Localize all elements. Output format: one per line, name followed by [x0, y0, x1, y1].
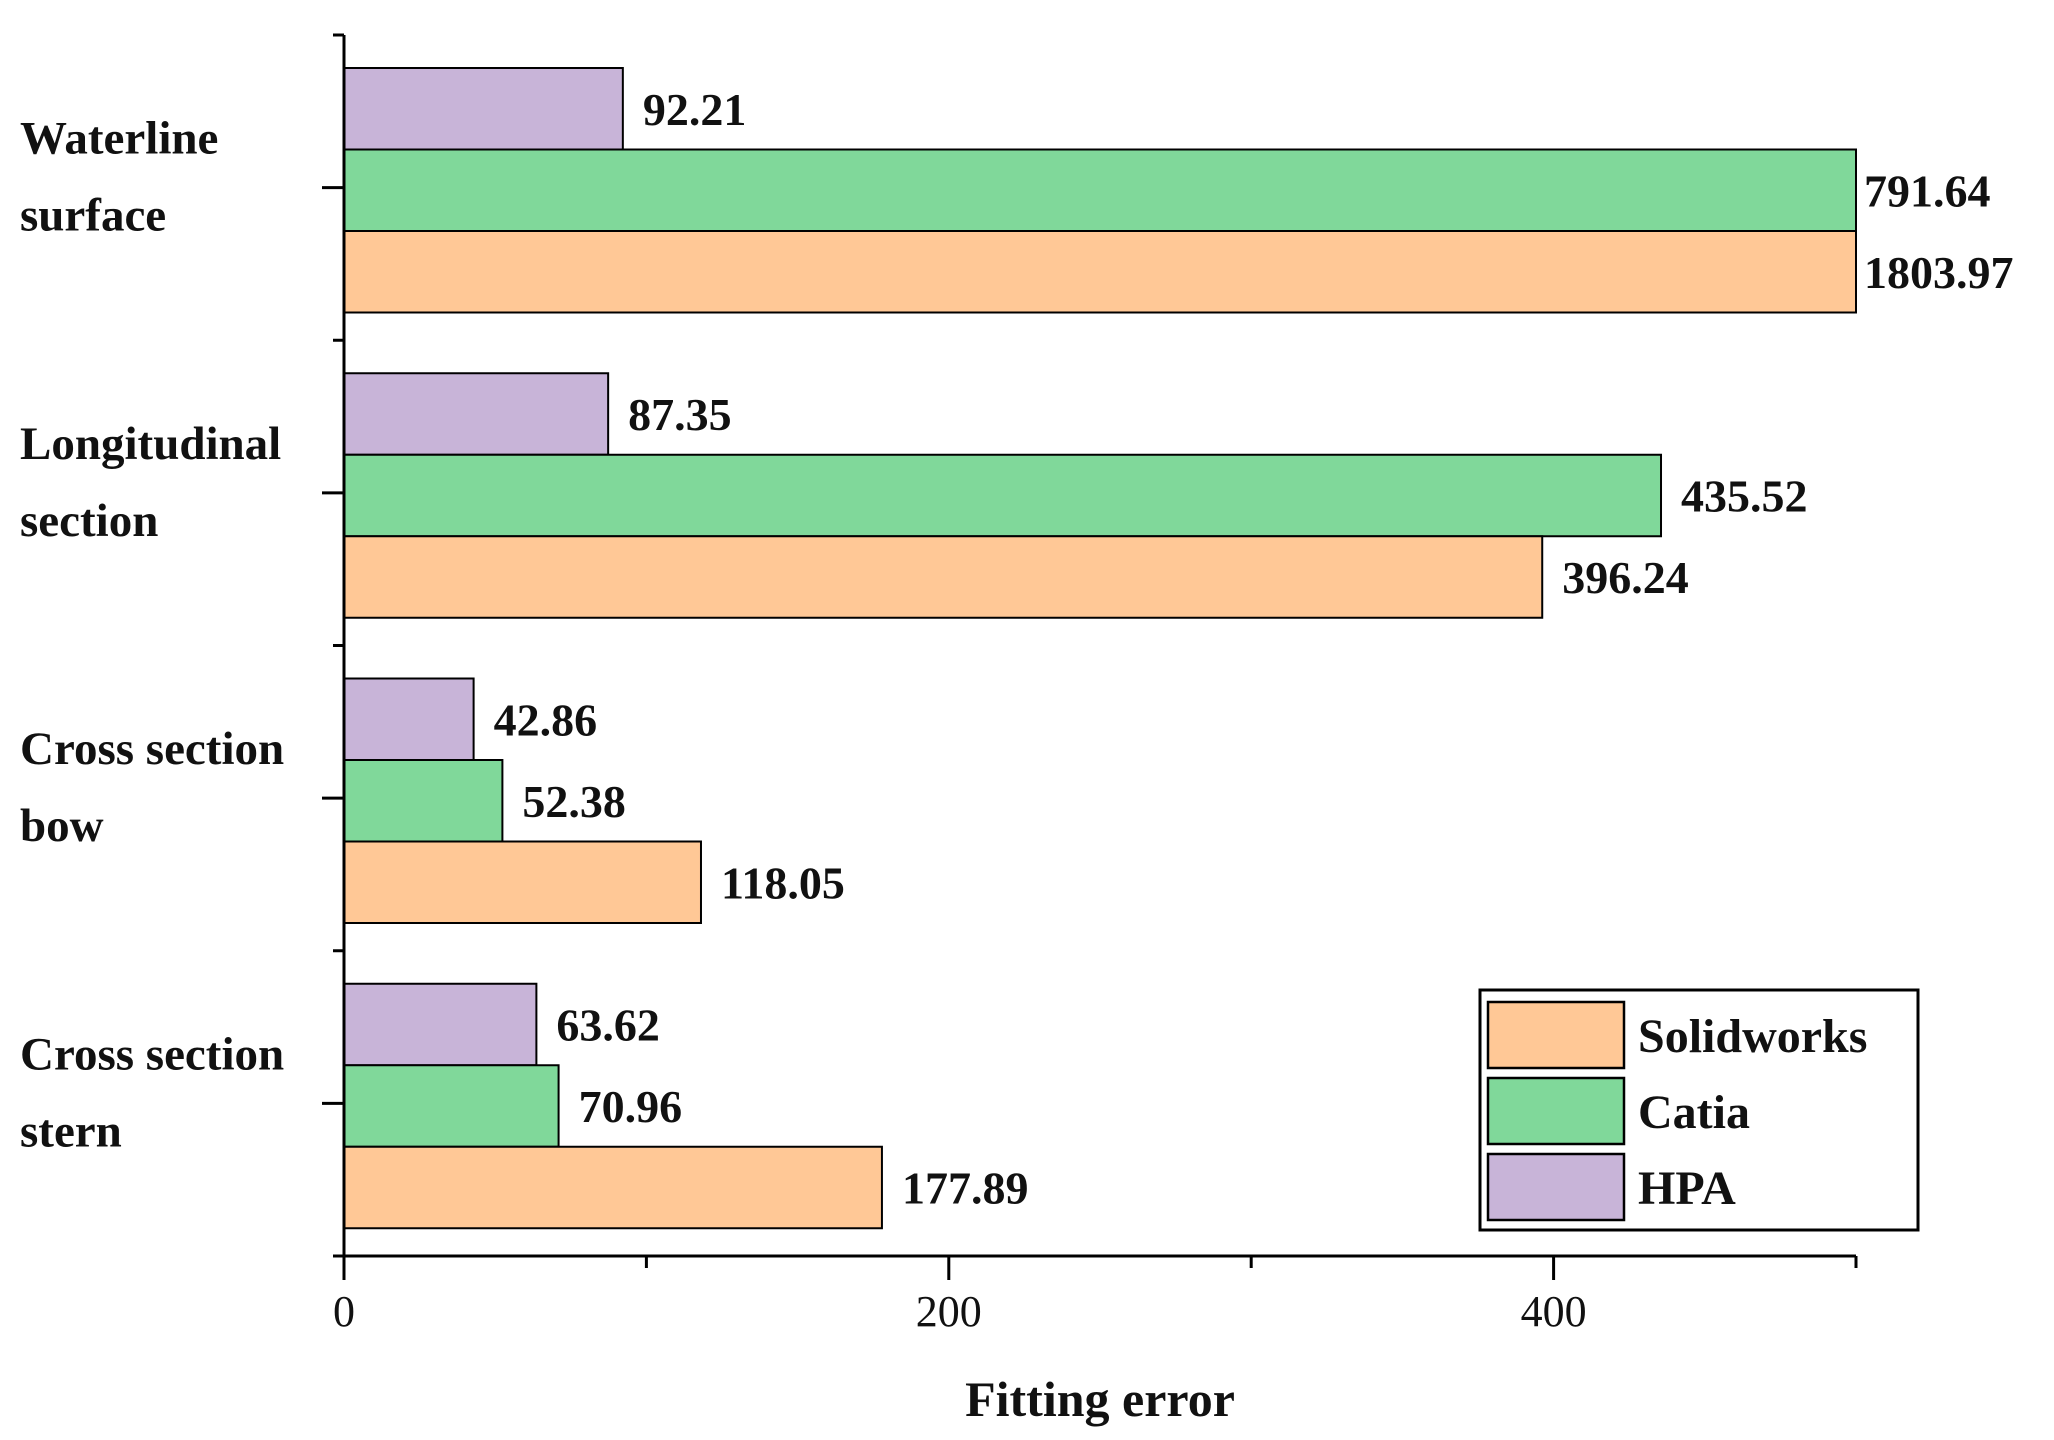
bar-solidworks-waterline-surface	[343, 230, 1857, 314]
value-label-solidworks-cross-section-stern: 177.89	[902, 1163, 1029, 1214]
value-label-catia-longitudinal-section: 435.52	[1681, 471, 1808, 522]
bar-catia-waterline-surface	[343, 148, 1857, 232]
bar-catia-cross-section-bow	[343, 759, 504, 843]
category-label-cross-section-bow-line-2: bow	[20, 800, 104, 852]
legend-label-solidworks: Solidworks	[1638, 1010, 1867, 1063]
category-label-cross-section-bow-line-1: Cross section	[20, 723, 284, 775]
legend-label-hpa: HPA	[1638, 1162, 1736, 1215]
legend-swatch-solidworks	[1486, 1000, 1626, 1070]
bar-solidworks-cross-section-bow	[343, 840, 702, 924]
value-label-catia-cross-section-stern: 70.96	[579, 1081, 683, 1132]
value-label-hpa-waterline-surface: 92.21	[643, 84, 747, 135]
x-axis-title: Fitting error	[965, 1371, 1235, 1427]
bar-hpa-cross-section-bow	[343, 677, 475, 761]
bar-catia-longitudinal-section	[343, 453, 1663, 538]
x-tick-label-0: 0	[333, 1287, 355, 1336]
category-label-longitudinal-section-line-2: section	[20, 495, 158, 547]
bar-hpa-cross-section-stern	[343, 982, 538, 1067]
category-label-cross-section-stern-line-2: stern	[20, 1105, 122, 1157]
legend-swatch-hpa	[1486, 1152, 1626, 1222]
category-label-waterline-surface-line-1: Waterline	[20, 113, 218, 165]
x-tick-label-200: 200	[916, 1287, 982, 1336]
bar-solidworks-cross-section-stern	[343, 1145, 883, 1230]
value-label-solidworks-longitudinal-section: 396.24	[1562, 552, 1689, 603]
value-label-catia-waterline-surface: 791.64	[1864, 165, 1991, 216]
category-label-longitudinal-section-line-1: Longitudinal	[20, 418, 281, 470]
value-label-catia-cross-section-bow: 52.38	[522, 776, 626, 827]
bar-catia-cross-section-stern	[343, 1064, 560, 1148]
value-label-solidworks-waterline-surface: 1803.97	[1864, 247, 2014, 298]
value-label-solidworks-cross-section-bow: 118.05	[721, 857, 845, 908]
bar-hpa-longitudinal-section	[343, 372, 610, 456]
bar-hpa-waterline-surface	[343, 67, 624, 151]
x-tick-label-400: 400	[1521, 1287, 1587, 1336]
legend-label-catia: Catia	[1638, 1086, 1750, 1139]
legend-swatch-catia	[1486, 1076, 1626, 1146]
value-label-hpa-cross-section-stern: 63.62	[556, 1000, 660, 1051]
value-label-hpa-cross-section-bow: 42.86	[494, 694, 598, 745]
value-label-hpa-longitudinal-section: 87.35	[628, 389, 732, 440]
category-label-cross-section-stern-line-1: Cross section	[20, 1028, 284, 1080]
category-label-waterline-surface-line-2: surface	[20, 190, 166, 242]
bar-solidworks-longitudinal-section	[343, 535, 1544, 619]
